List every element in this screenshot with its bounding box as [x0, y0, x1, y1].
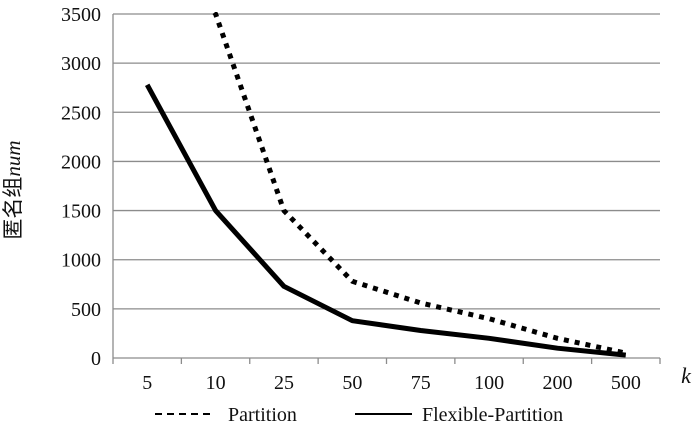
x-tick-label: 10: [206, 372, 226, 394]
x-tick-labels: 5 10 25 50 75 100 200 500: [142, 372, 641, 394]
y-axis-unit: num: [1, 140, 25, 176]
legend-label-partition: Partition: [228, 404, 297, 426]
y-tick-label: 1500: [61, 201, 101, 223]
series-line-flexible-partition: [145, 83, 627, 358]
series-lines: [145, 12, 627, 358]
y-tick-labels: 0 500 1000 1500 2000 2500 3000 3500: [61, 4, 101, 370]
x-tick-label: 500: [611, 372, 641, 394]
y-axis-label: 匿名组num: [1, 140, 25, 239]
x-tick-label: 25: [274, 372, 294, 394]
x-tick-label: 200: [542, 372, 572, 394]
series-line-partition: [210, 12, 627, 356]
y-tick-label: 500: [71, 299, 101, 321]
x-tick-label: 100: [474, 372, 504, 394]
y-tick-label: 2000: [61, 151, 101, 173]
x-tick-label: 50: [342, 372, 362, 394]
x-tick-label: 75: [411, 372, 431, 394]
legend-label-flexible-partition: Flexible-Partition: [422, 404, 563, 426]
y-tick-label: 3500: [61, 4, 101, 26]
y-tick-label: 2500: [61, 102, 101, 124]
x-tick-label: 5: [142, 372, 152, 394]
y-tick-label: 0: [91, 348, 101, 370]
y-tick-label: 1000: [61, 250, 101, 272]
y-tick-label: 3000: [61, 53, 101, 75]
axes: [112, 14, 661, 364]
grid-lines: [113, 13, 660, 310]
x-axis-label: k: [681, 363, 692, 388]
legend: Partition Flexible-Partition: [155, 404, 563, 426]
